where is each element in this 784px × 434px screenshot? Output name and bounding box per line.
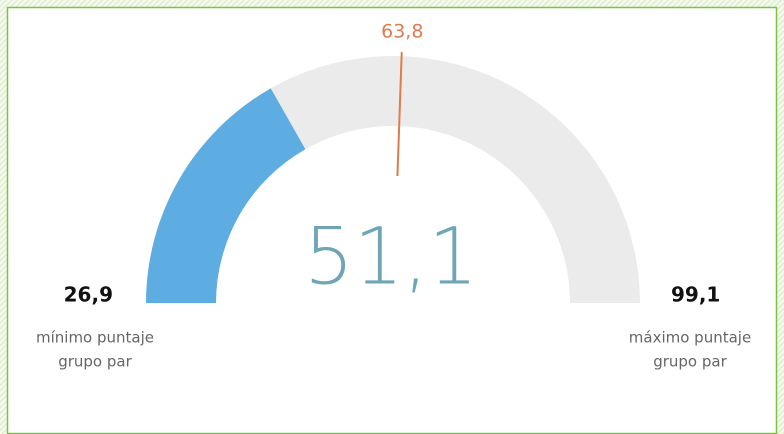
tick-label: 99,1 [671,283,720,307]
annotation: grupo par [653,353,727,371]
tick-label: 26,9 [64,283,113,307]
gauge-value-label: 51,1 [304,213,478,303]
annotation: máximo puntaje [629,329,751,347]
target-line [396,52,403,177]
annotation: grupo par [58,353,132,371]
gauge-value [146,88,306,304]
target-label: 63,8 [381,21,423,43]
annotation: mínimo puntaje [36,329,154,347]
